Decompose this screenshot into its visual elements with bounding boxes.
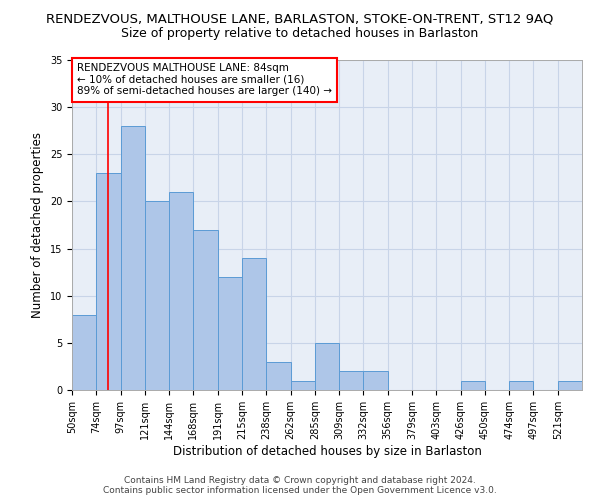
X-axis label: Distribution of detached houses by size in Barlaston: Distribution of detached houses by size …: [173, 444, 481, 458]
Bar: [461, 380, 485, 390]
Y-axis label: Number of detached properties: Number of detached properties: [31, 132, 44, 318]
Bar: [218, 277, 242, 390]
Bar: [242, 258, 266, 390]
Bar: [266, 362, 290, 390]
Text: RENDEZVOUS MALTHOUSE LANE: 84sqm
← 10% of detached houses are smaller (16)
89% o: RENDEZVOUS MALTHOUSE LANE: 84sqm ← 10% o…: [77, 64, 332, 96]
Bar: [145, 202, 169, 390]
Bar: [558, 380, 582, 390]
Text: RENDEZVOUS, MALTHOUSE LANE, BARLASTON, STOKE-ON-TRENT, ST12 9AQ: RENDEZVOUS, MALTHOUSE LANE, BARLASTON, S…: [46, 12, 554, 26]
Bar: [193, 230, 218, 390]
Text: Size of property relative to detached houses in Barlaston: Size of property relative to detached ho…: [121, 28, 479, 40]
Bar: [339, 371, 364, 390]
Bar: [169, 192, 193, 390]
Bar: [96, 173, 121, 390]
Bar: [72, 314, 96, 390]
Bar: [509, 380, 533, 390]
Bar: [315, 343, 339, 390]
Text: Contains HM Land Registry data © Crown copyright and database right 2024.
Contai: Contains HM Land Registry data © Crown c…: [103, 476, 497, 495]
Bar: [290, 380, 315, 390]
Bar: [364, 371, 388, 390]
Bar: [121, 126, 145, 390]
